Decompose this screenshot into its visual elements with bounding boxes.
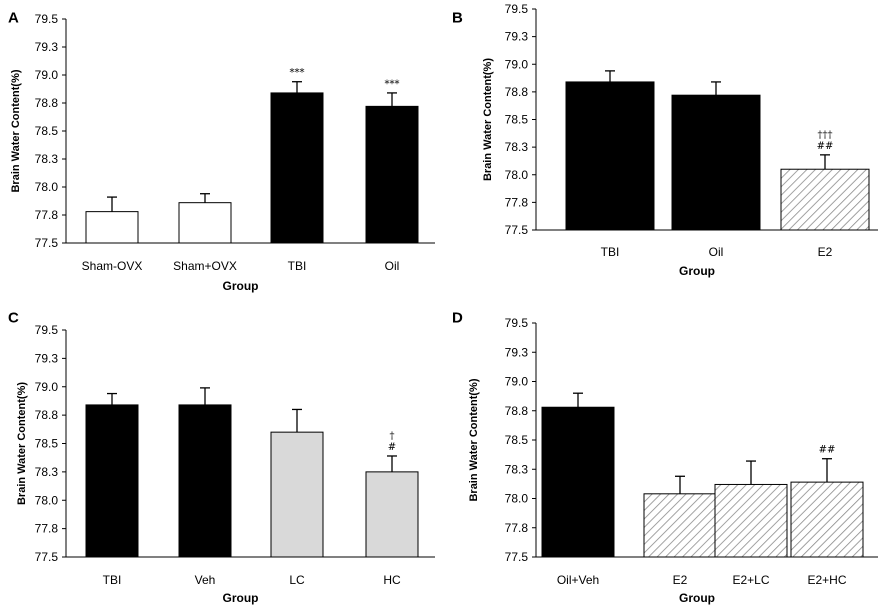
y-tick-label: 77.8 bbox=[35, 522, 59, 536]
y-tick-label: 78.8 bbox=[35, 408, 59, 422]
y-tick-label: 78.5 bbox=[505, 113, 529, 127]
x-axis-title: Group bbox=[223, 279, 259, 293]
y-tick-label: 79.5 bbox=[505, 2, 529, 16]
x-axis-title: Group bbox=[679, 591, 715, 605]
bar-tbi bbox=[270, 92, 324, 244]
category-label: E2 bbox=[673, 573, 688, 587]
y-tick-label: 78.3 bbox=[35, 465, 59, 479]
panel-b: B 77.5 77.8 78.0 78.3 78.5 78.8 79.0 79.3 79.5 Bra… bbox=[452, 2, 878, 278]
y-tick-label: 78.3 bbox=[505, 462, 529, 476]
y-tick-label: 77.8 bbox=[505, 521, 529, 535]
category-label: TBI bbox=[288, 259, 307, 273]
category-label: Oil+Veh bbox=[557, 573, 599, 587]
category-label: E2+LC bbox=[732, 573, 769, 587]
bar-veh bbox=[178, 404, 232, 558]
significance-label: ††† bbox=[818, 130, 833, 141]
bar-oil bbox=[365, 105, 419, 244]
y-tick-label: 77.5 bbox=[35, 550, 59, 564]
panel-letter: A bbox=[8, 9, 19, 26]
category-label: TBI bbox=[103, 573, 122, 587]
y-tick-label: 79.5 bbox=[505, 316, 529, 330]
category-label: E2+HC bbox=[807, 573, 846, 587]
panel-a: A 77.5 77.8 78.0 78.3 78.5 78.8 79.0 79.3 79.5 Bra… bbox=[8, 9, 435, 293]
category-label: Veh bbox=[195, 573, 216, 587]
y-tick-label: 78.8 bbox=[505, 404, 529, 418]
y-tick-label: 79.3 bbox=[35, 351, 59, 365]
category-label: Oil bbox=[385, 259, 400, 273]
category-label: Sham-OVX bbox=[82, 259, 143, 273]
y-tick-label: 79.0 bbox=[505, 375, 529, 389]
bar-e2-hc bbox=[790, 481, 864, 558]
y-tick-label: 78.0 bbox=[505, 492, 529, 506]
y-axis-title: Brain Water Content(%) bbox=[10, 69, 22, 192]
category-label: Oil bbox=[709, 245, 724, 259]
x-axis-title: Group bbox=[223, 591, 259, 605]
y-tick-label: 79.3 bbox=[505, 345, 529, 359]
y-tick-label: 78.8 bbox=[35, 96, 59, 110]
y-tick-label: 78.5 bbox=[505, 433, 529, 447]
y-tick-label: 78.3 bbox=[505, 140, 529, 154]
y-tick-label: 79.3 bbox=[505, 30, 529, 44]
significance-label: † bbox=[390, 431, 395, 442]
panel-letter: D bbox=[452, 309, 463, 326]
bar-e2-lc bbox=[714, 483, 788, 558]
y-axis-title: Brain Water Content(%) bbox=[468, 378, 480, 501]
bar-tbi bbox=[85, 404, 139, 558]
bar-oil bbox=[671, 94, 761, 231]
bar-e2 bbox=[780, 168, 870, 231]
y-tick-label: 79.5 bbox=[35, 12, 59, 26]
bar-e2 bbox=[643, 493, 717, 558]
panel-d: D 77.5 77.8 78.0 78.3 78.5 78.8 79.0 79.3 79.5 Bra… bbox=[452, 309, 878, 605]
category-label: Sham+OVX bbox=[173, 259, 237, 273]
y-tick-label: 79.0 bbox=[505, 57, 529, 71]
category-label: TBI bbox=[601, 245, 620, 259]
y-tick-label: 79.3 bbox=[35, 40, 59, 54]
panel-letter: C bbox=[8, 309, 19, 326]
y-tick-label: 78.3 bbox=[35, 152, 59, 166]
category-label: LC bbox=[289, 573, 305, 587]
panel-letter: B bbox=[452, 9, 463, 26]
significance-label: # bbox=[388, 442, 396, 453]
significance-label: ## bbox=[817, 141, 834, 152]
y-tick-label: 78.8 bbox=[505, 85, 529, 99]
y-tick-label: 78.5 bbox=[35, 124, 59, 138]
y-axis-title: Brain Water Content(%) bbox=[482, 58, 494, 181]
bar-tbi bbox=[565, 81, 655, 231]
y-tick-label: 77.5 bbox=[505, 223, 529, 237]
x-axis-title: Group bbox=[679, 264, 715, 278]
y-tick-label: 77.5 bbox=[505, 550, 529, 564]
y-tick-label: 77.5 bbox=[35, 236, 59, 250]
y-tick-label: 78.5 bbox=[35, 437, 59, 451]
panel-c: C 77.5 77.8 78.0 78.3 78.5 78.8 79.0 79.3 79.5 Bra… bbox=[8, 309, 435, 605]
bar-oil-veh bbox=[541, 406, 615, 558]
y-tick-label: 77.8 bbox=[505, 195, 529, 209]
bar-hc bbox=[365, 471, 419, 558]
y-tick-label: 78.0 bbox=[35, 493, 59, 507]
y-tick-label: 79.5 bbox=[35, 323, 59, 337]
category-label: HC bbox=[383, 573, 401, 587]
bar-sham-ovx bbox=[85, 211, 139, 244]
y-tick-label: 78.0 bbox=[35, 180, 59, 194]
significance-label: ## bbox=[819, 445, 836, 456]
significance-label: *** bbox=[385, 79, 400, 90]
y-tick-label: 77.8 bbox=[35, 208, 59, 222]
bar-sham-ovx bbox=[178, 202, 232, 244]
y-tick-label: 79.0 bbox=[35, 380, 59, 394]
y-axis-title: Brain Water Content(%) bbox=[16, 382, 28, 505]
y-tick-label: 78.0 bbox=[505, 168, 529, 182]
category-label: E2 bbox=[818, 245, 833, 259]
y-tick-label: 79.0 bbox=[35, 68, 59, 82]
significance-label: *** bbox=[290, 68, 305, 79]
bar-lc bbox=[270, 431, 324, 558]
